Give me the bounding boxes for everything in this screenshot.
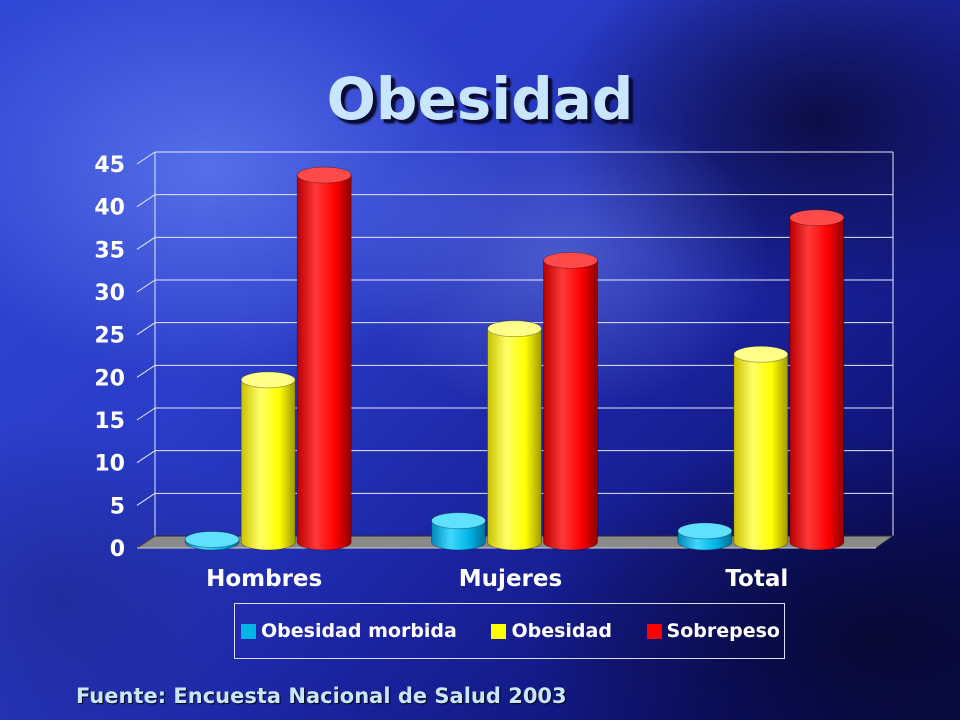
chart-legend: Obesidad morbida Obesidad Sobrepeso [234,603,785,659]
bar-top [296,166,352,184]
y-tick-label: 25 [94,324,125,349]
bar-body [240,379,296,551]
gridline-side [136,279,156,293]
gridline-side [136,322,156,336]
gridline-side [136,151,156,165]
legend-swatch [491,623,507,639]
bar-body [733,353,789,551]
y-tick-label: 20 [94,366,125,391]
legend-label: Obesidad morbida [261,620,457,642]
bar-top [431,512,486,530]
y-tick-label: 0 [110,537,125,562]
slide-title: Obesidad [326,65,634,133]
y-tick-label: 45 [94,153,125,178]
y-tick-label: 35 [94,238,125,263]
bar-obesidad-total [733,345,789,551]
bar-body [543,260,598,551]
bar-body [789,217,845,551]
gridline-side [136,236,156,250]
y-tick-label: 5 [110,494,125,519]
bar-obesidad-mujeres [487,320,542,551]
bar-sobrepeso-hombres [296,166,352,551]
bar-obesidad-morbida-hombres [184,531,240,551]
legend-item-sobrepeso: Sobrepeso [646,620,780,642]
y-tick-label: 15 [94,409,125,434]
gridline-side [136,407,156,421]
bar-chart: 0 5 10 15 20 25 30 35 40 45 Hombres Mujeres Total [94,151,895,592]
bar-top [677,522,733,540]
legend-label: Sobrepeso [666,620,780,642]
gridline-side [136,194,156,208]
bar-sobrepeso-total [789,209,845,551]
bar-obesidad-morbida-total [677,522,733,551]
y-tick-label: 30 [94,281,125,306]
gridline-side [136,364,156,378]
legend-swatch [241,623,256,639]
gridline-side [136,450,156,464]
x-tick-label: Hombres [206,566,322,592]
x-tick-label: Total [725,566,788,592]
bar-top [733,345,789,363]
y-tick-label: 10 [94,452,125,477]
bar-top [789,209,845,227]
source-note: Fuente: Encuesta Nacional de Salud 2003 [76,684,567,708]
bar-top [543,251,598,269]
bar-body [487,328,542,551]
legend-item-obesidad: Obesidad [491,620,612,642]
bar-body [431,520,486,551]
x-tick-label: Mujeres [459,566,562,592]
gridline-side [136,492,156,506]
legend-swatch [646,623,662,639]
bar-top [487,320,542,338]
bar-obesidad-hombres [240,371,296,551]
legend-item-obesidad-morbida: Obesidad morbida [241,620,457,642]
bar-body [296,174,352,551]
bar-top [240,371,296,389]
legend-label: Obesidad [511,620,612,642]
y-tick-label: 40 [94,196,125,221]
bar-obesidad-morbida-mujeres [431,512,486,551]
bar-sobrepeso-mujeres [543,251,598,551]
bar-top [184,531,240,548]
